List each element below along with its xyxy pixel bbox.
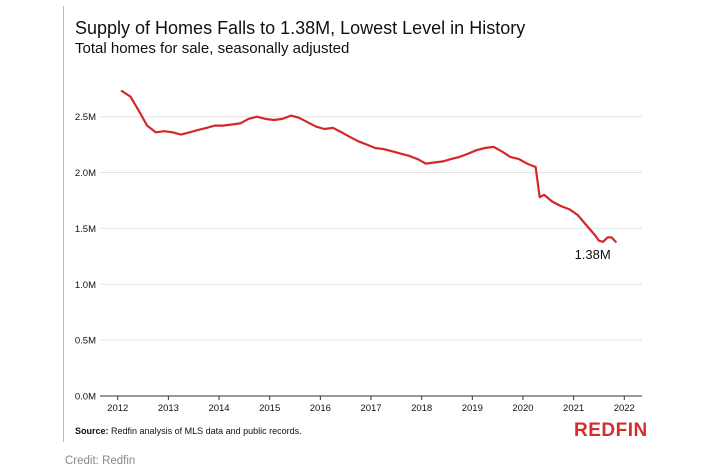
source-text: Redfin analysis of MLS data and public r… xyxy=(111,426,302,436)
x-tick-label: 2017 xyxy=(360,403,381,414)
data-point xyxy=(607,236,609,238)
data-point xyxy=(408,155,410,157)
data-point xyxy=(535,166,537,168)
x-tick-label: 2022 xyxy=(614,403,635,414)
y-tick-label: 2.0M xyxy=(75,168,96,179)
data-point xyxy=(231,123,233,125)
chart-subtitle: Total homes for sale, seasonally adjuste… xyxy=(75,40,350,57)
data-point xyxy=(332,127,334,129)
data-point xyxy=(459,156,461,158)
x-tick-label: 2016 xyxy=(310,403,331,414)
series-line xyxy=(120,89,617,243)
data-point xyxy=(247,118,249,120)
data-point xyxy=(475,149,477,151)
data-point xyxy=(273,119,275,121)
data-point xyxy=(585,224,587,226)
data-point xyxy=(341,131,343,133)
data-point xyxy=(189,131,191,133)
x-tick-label: 2019 xyxy=(462,403,483,414)
x-tick-label: 2020 xyxy=(512,403,533,414)
data-point xyxy=(484,147,486,149)
data-point xyxy=(501,150,503,152)
data-point xyxy=(467,153,469,155)
data-point xyxy=(265,118,267,120)
left-border-line xyxy=(63,6,64,442)
y-tick-label: 1.5M xyxy=(75,224,96,235)
data-point xyxy=(349,136,351,138)
data-point xyxy=(560,205,562,207)
y-tick-label: 0.0M xyxy=(75,392,96,403)
data-point xyxy=(602,241,604,243)
data-point xyxy=(239,122,241,124)
data-point xyxy=(594,234,596,236)
data-point xyxy=(129,96,131,98)
data-point xyxy=(298,117,300,119)
data-point xyxy=(222,125,224,127)
data-point xyxy=(425,163,427,165)
data-point xyxy=(493,146,495,148)
data-point xyxy=(366,144,368,146)
data-point xyxy=(539,196,541,198)
data-point xyxy=(155,131,157,133)
x-tick-label: 2015 xyxy=(259,403,280,414)
y-tick-label: 2.5M xyxy=(75,112,96,123)
data-point xyxy=(391,150,393,152)
data-point xyxy=(374,147,376,149)
source-label: Source: xyxy=(75,426,109,436)
data-point xyxy=(518,158,520,160)
data-point xyxy=(551,201,553,203)
data-point xyxy=(290,115,292,117)
x-tick-label: 2018 xyxy=(411,403,432,414)
data-point xyxy=(197,129,199,131)
data-point xyxy=(399,153,401,155)
data-point xyxy=(256,116,258,118)
data-point xyxy=(180,134,182,136)
data-point xyxy=(214,125,216,127)
data-point xyxy=(281,118,283,120)
data-point xyxy=(611,236,613,238)
data-point xyxy=(569,208,571,210)
series-line-0 xyxy=(120,89,617,243)
axes: 0.0M 0.5M 1.0M 1.5M 2.0M 2.5M 2012 2013 2014 2015… xyxy=(75,112,642,414)
x-tick-label: 2014 xyxy=(208,403,229,414)
data-point xyxy=(615,241,617,243)
x-tick-label: 2021 xyxy=(563,403,584,414)
x-tick-label: 2013 xyxy=(158,403,179,414)
image-credit: Credit: Redfin xyxy=(65,455,136,467)
grid-lines xyxy=(100,116,642,341)
data-point xyxy=(171,131,173,133)
data-point xyxy=(315,126,317,128)
data-point xyxy=(323,128,325,130)
data-point xyxy=(121,90,123,92)
data-point xyxy=(433,161,435,163)
data-point xyxy=(526,163,528,165)
data-point xyxy=(450,158,452,160)
redfin-logo: REDFIN xyxy=(574,420,648,441)
data-point xyxy=(383,148,385,150)
data-point xyxy=(357,140,359,142)
data-point xyxy=(577,214,579,216)
data-point xyxy=(163,130,165,132)
data-point xyxy=(417,158,419,160)
data-point xyxy=(146,125,148,127)
data-point xyxy=(138,110,140,112)
y-tick-label: 0.5M xyxy=(75,336,96,347)
data-point xyxy=(509,156,511,158)
data-point xyxy=(543,194,545,196)
data-point xyxy=(442,160,444,162)
data-point xyxy=(598,240,600,242)
x-tick-label: 2012 xyxy=(107,403,128,414)
source-note: Source: Redfin analysis of MLS data and … xyxy=(75,426,302,436)
y-tick-label: 1.0M xyxy=(75,280,96,291)
annotations: 1.38M xyxy=(575,247,611,262)
chart-title: Supply of Homes Falls to 1.38M, Lowest L… xyxy=(75,18,526,38)
data-point xyxy=(205,127,207,129)
annotation-label: 1.38M xyxy=(575,247,611,262)
data-point xyxy=(307,121,309,123)
